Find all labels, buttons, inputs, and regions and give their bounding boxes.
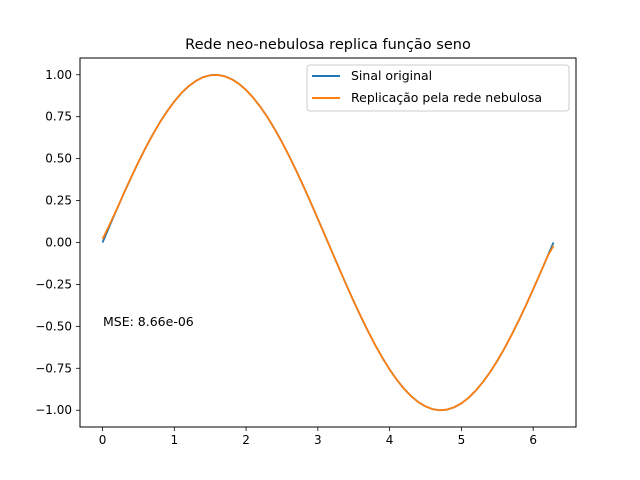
x-tick-label: 4 xyxy=(386,433,394,447)
axes-frame xyxy=(79,57,577,428)
legend-box xyxy=(306,64,570,112)
y-tick-label: −0.25 xyxy=(35,277,72,291)
mse-annotation: MSE: 8.66e-06 xyxy=(103,314,194,329)
y-tick-label: −0.75 xyxy=(35,361,72,375)
legend-label-sinal-original: Sinal original xyxy=(351,68,432,83)
y-tick-label: 0.50 xyxy=(45,152,72,166)
legend-label-replicacao: Replicação pela rede nebulosa xyxy=(351,90,542,105)
series-layer xyxy=(101,73,555,412)
y-tick-label: −1.00 xyxy=(35,403,72,417)
y-tick-label: 0.00 xyxy=(45,236,72,250)
y-tick-label: 0.25 xyxy=(45,194,72,208)
y-tick-label: 0.75 xyxy=(45,110,72,124)
x-tick-label: 6 xyxy=(529,433,537,447)
axis-ticks: 0 1 2 3 4 5 6 1.00 0.75 0.50 0.25 0.00 −0.25 −0.50 −0.… xyxy=(35,68,537,447)
x-tick-label: 3 xyxy=(314,433,322,447)
x-tick-label: 0 xyxy=(99,433,107,447)
y-tick-label: −0.50 xyxy=(35,319,72,333)
series-line-1 xyxy=(101,74,555,412)
x-tick-label: 2 xyxy=(242,433,250,447)
chart-title: Rede neo-nebulosa replica função seno xyxy=(185,37,471,53)
y-tick-label: 1.00 xyxy=(45,68,72,82)
x-tick-label: 1 xyxy=(170,433,178,447)
x-tick-label: 5 xyxy=(458,433,466,447)
legend: Sinal original Replicação pela rede nebu… xyxy=(306,64,570,112)
